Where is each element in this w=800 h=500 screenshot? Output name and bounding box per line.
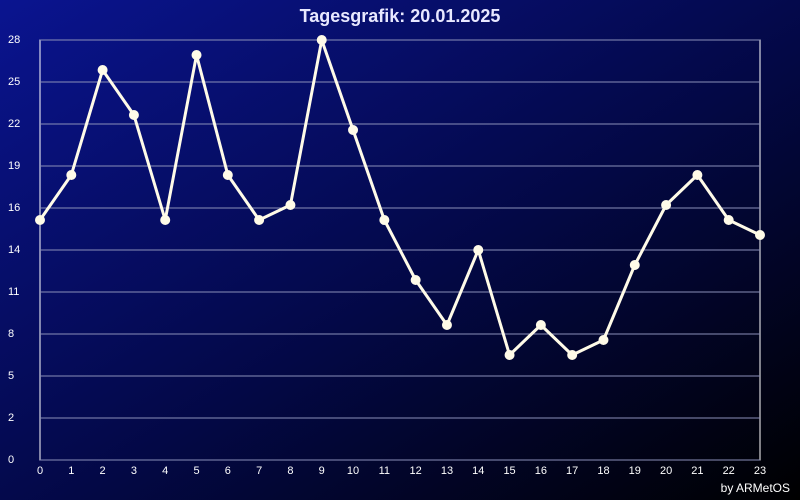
data-point: [97, 65, 108, 75]
y-tick-label: 28: [8, 34, 20, 46]
data-point: [629, 260, 640, 270]
x-tick-label: 23: [754, 465, 766, 477]
data-point: [191, 50, 202, 60]
y-tick-label: 19: [8, 160, 20, 172]
chart-title: Tagesgrafik: 20.01.2025: [300, 6, 501, 26]
x-tick-label: 8: [287, 465, 293, 477]
x-tick-label: 20: [660, 465, 672, 477]
data-point: [692, 170, 703, 180]
x-tick-label: 12: [410, 465, 422, 477]
data-point: [35, 215, 45, 225]
x-tick-label: 1: [68, 465, 74, 477]
y-tick-label: 14: [8, 244, 20, 256]
x-tick-label: 22: [723, 465, 735, 477]
data-point: [755, 230, 765, 240]
x-tick-label: 3: [131, 465, 137, 477]
x-tick-label: 10: [347, 465, 359, 477]
data-point: [128, 110, 139, 120]
y-tick-label: 25: [8, 76, 20, 88]
data-point: [66, 170, 77, 180]
y-tick-label: 8: [8, 328, 14, 340]
data-point: [254, 215, 265, 225]
data-point: [316, 35, 327, 45]
y-tick-label: 22: [8, 118, 20, 130]
y-tick-label: 2: [8, 412, 14, 424]
data-point: [441, 320, 452, 330]
data-point: [598, 335, 609, 345]
x-tick-label: 18: [597, 465, 609, 477]
data-point: [661, 200, 672, 210]
data-point: [567, 350, 578, 360]
x-tick-label: 2: [100, 465, 106, 477]
x-tick-label: 4: [162, 465, 168, 477]
x-tick-label: 16: [535, 465, 547, 477]
y-tick-label: 16: [8, 202, 20, 214]
x-tick-label: 15: [503, 465, 515, 477]
data-point: [473, 245, 484, 255]
credit: by ARMetOS: [721, 481, 790, 495]
x-tick-label: 11: [379, 465, 390, 477]
data-point: [723, 215, 734, 225]
y-tick-label: 11: [8, 286, 19, 298]
data-line: [38, 38, 761, 357]
x-tick-label: 14: [472, 465, 484, 477]
data-point: [535, 320, 546, 330]
x-tick-label: 6: [225, 465, 231, 477]
x-tick-label: 13: [441, 465, 453, 477]
x-tick-label: 17: [566, 465, 578, 477]
x-tick-label: 19: [629, 465, 641, 477]
data-point: [160, 215, 171, 225]
x-tick-label: 9: [319, 465, 325, 477]
y-tick-label: 0: [8, 454, 14, 466]
x-tick-label: 7: [256, 465, 262, 477]
x-tick-label: 0: [37, 465, 43, 477]
x-tick-label: 21: [691, 465, 703, 477]
y-tick-label: 5: [8, 370, 14, 382]
data-point: [504, 350, 515, 360]
data-point: [285, 200, 296, 210]
data-point: [379, 215, 390, 225]
data-point: [410, 275, 421, 285]
data-point: [348, 125, 359, 135]
data-point: [222, 170, 233, 180]
x-tick-label: 5: [193, 465, 199, 477]
